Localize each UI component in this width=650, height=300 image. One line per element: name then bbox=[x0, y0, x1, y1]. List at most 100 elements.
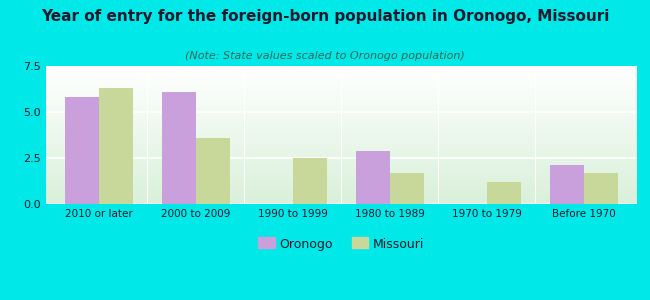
Text: Year of entry for the foreign-born population in Oronogo, Missouri: Year of entry for the foreign-born popul… bbox=[41, 9, 609, 24]
Bar bbox=[46, 108, 637, 109]
Bar bbox=[46, 138, 637, 139]
Bar bbox=[46, 176, 637, 177]
Bar bbox=[46, 161, 637, 162]
Bar bbox=[46, 126, 637, 127]
Bar bbox=[46, 190, 637, 191]
Bar bbox=[46, 165, 637, 166]
Bar bbox=[46, 188, 637, 189]
Bar bbox=[46, 180, 637, 181]
Bar bbox=[46, 121, 637, 122]
Bar bbox=[46, 202, 637, 203]
Bar bbox=[46, 76, 637, 77]
Bar bbox=[46, 149, 637, 150]
Bar bbox=[46, 153, 637, 154]
Bar bbox=[46, 91, 637, 92]
Bar bbox=[46, 132, 637, 133]
Bar bbox=[46, 115, 637, 116]
Legend: Oronogo, Missouri: Oronogo, Missouri bbox=[254, 233, 429, 256]
Bar bbox=[46, 189, 637, 190]
Bar bbox=[46, 97, 637, 98]
Bar bbox=[162, 92, 196, 204]
Bar bbox=[46, 182, 637, 183]
Bar bbox=[46, 200, 637, 201]
Bar bbox=[65, 97, 99, 204]
Bar bbox=[46, 163, 637, 164]
Bar bbox=[46, 78, 637, 79]
Bar bbox=[46, 199, 637, 200]
Bar bbox=[46, 120, 637, 121]
Bar bbox=[46, 98, 637, 99]
Bar bbox=[46, 83, 637, 84]
Bar bbox=[46, 90, 637, 91]
Bar bbox=[46, 201, 637, 202]
Bar bbox=[46, 156, 637, 157]
Bar bbox=[46, 103, 637, 104]
Bar bbox=[46, 85, 637, 86]
Bar bbox=[46, 197, 637, 198]
Bar bbox=[46, 159, 637, 160]
Bar bbox=[46, 172, 637, 173]
Bar bbox=[487, 182, 521, 204]
Bar bbox=[46, 123, 637, 124]
Bar bbox=[46, 105, 637, 106]
Bar bbox=[46, 187, 637, 188]
Bar bbox=[46, 151, 637, 152]
Bar bbox=[46, 106, 637, 107]
Bar bbox=[46, 171, 637, 172]
Bar bbox=[46, 111, 637, 112]
Bar bbox=[46, 100, 637, 101]
Bar bbox=[46, 69, 637, 70]
Bar bbox=[46, 93, 637, 94]
Bar bbox=[46, 112, 637, 113]
Bar bbox=[46, 96, 637, 97]
Bar bbox=[46, 143, 637, 144]
Bar bbox=[46, 79, 637, 80]
Bar bbox=[46, 150, 637, 151]
Bar bbox=[356, 151, 390, 204]
Bar bbox=[46, 101, 637, 102]
Bar bbox=[46, 128, 637, 129]
Bar bbox=[46, 114, 637, 115]
Bar bbox=[46, 191, 637, 192]
Bar bbox=[46, 179, 637, 180]
Bar bbox=[46, 133, 637, 134]
Bar bbox=[46, 185, 637, 186]
Bar bbox=[46, 162, 637, 163]
Bar bbox=[46, 102, 637, 103]
Bar bbox=[46, 158, 637, 159]
Bar bbox=[46, 124, 637, 125]
Bar bbox=[46, 144, 637, 145]
Bar bbox=[46, 80, 637, 81]
Text: (Note: State values scaled to Oronogo population): (Note: State values scaled to Oronogo po… bbox=[185, 51, 465, 61]
Bar bbox=[46, 164, 637, 165]
Bar bbox=[46, 195, 637, 196]
Bar bbox=[46, 152, 637, 153]
Bar bbox=[46, 140, 637, 141]
Bar bbox=[46, 116, 637, 117]
Bar bbox=[46, 82, 637, 83]
Bar bbox=[46, 89, 637, 90]
Bar bbox=[46, 118, 637, 119]
Bar bbox=[46, 130, 637, 131]
Bar bbox=[46, 203, 637, 204]
Bar bbox=[196, 138, 229, 204]
Bar bbox=[46, 148, 637, 149]
Bar bbox=[46, 166, 637, 167]
Bar bbox=[46, 183, 637, 184]
Bar bbox=[46, 86, 637, 87]
Bar bbox=[46, 141, 637, 142]
Bar bbox=[46, 110, 637, 111]
Bar bbox=[46, 66, 637, 67]
Bar bbox=[46, 117, 637, 118]
Bar bbox=[46, 194, 637, 195]
Bar bbox=[46, 192, 637, 193]
Bar bbox=[46, 173, 637, 174]
Bar bbox=[46, 157, 637, 158]
Bar bbox=[46, 193, 637, 194]
Bar bbox=[46, 75, 637, 76]
Bar bbox=[46, 94, 637, 95]
Bar bbox=[46, 145, 637, 146]
Bar bbox=[46, 71, 637, 72]
Bar bbox=[550, 165, 584, 204]
Bar bbox=[46, 142, 637, 143]
